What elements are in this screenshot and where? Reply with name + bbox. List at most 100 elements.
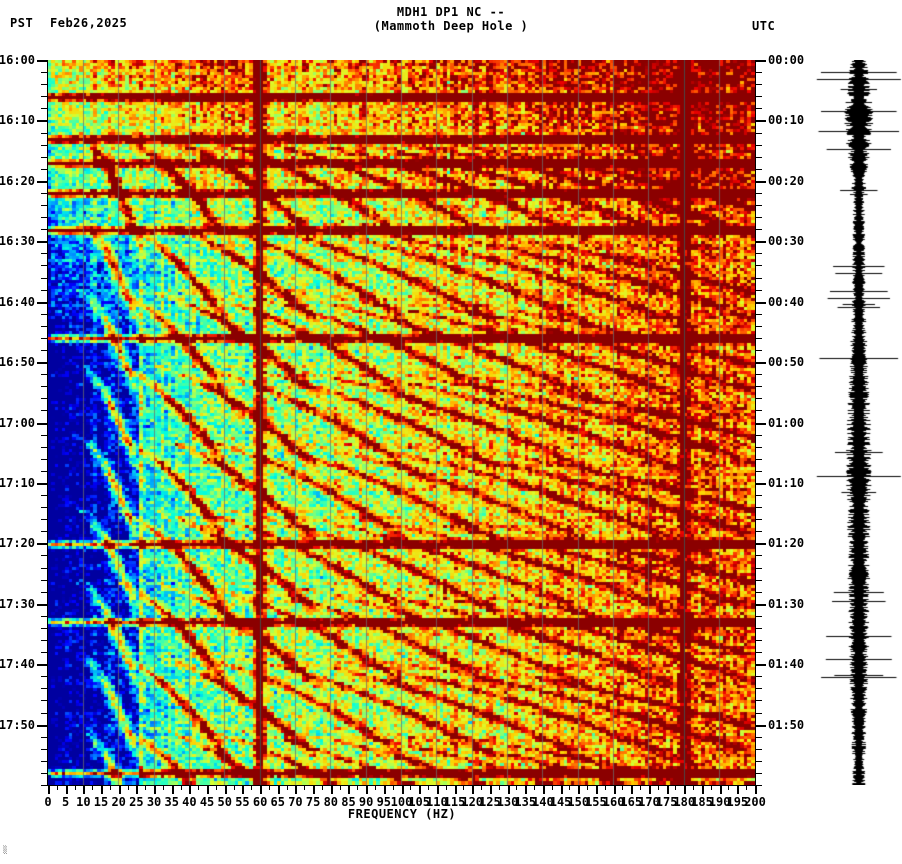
frequency-axis-tick <box>251 785 253 790</box>
right-time-axis-tick <box>755 313 762 315</box>
frequency-axis-label: 100 <box>390 795 413 809</box>
frequency-axis-tick <box>207 785 210 794</box>
frequency-axis-tick <box>684 785 687 794</box>
right-time-axis-tick <box>755 519 762 521</box>
frequency-axis-tick <box>534 785 536 790</box>
frequency-axis-tick <box>693 785 695 790</box>
right-time-axis-tick <box>755 108 762 110</box>
frequency-axis-tick <box>569 785 571 790</box>
frequency-axis-tick <box>48 785 50 794</box>
frequency-axis-tick <box>701 785 704 794</box>
frequency-axis-tick <box>746 785 748 790</box>
frequency-axis-tick <box>74 785 76 790</box>
frequency-axis-tick <box>392 785 394 790</box>
frequency-axis-title: FREQUENCY (HZ) <box>347 807 457 821</box>
right-time-axis-label: 01:40 <box>768 657 805 672</box>
right-time-axis-tick <box>755 60 766 62</box>
left-time-axis-tick <box>41 470 48 472</box>
right-time-axis-label: 00:30 <box>768 234 805 249</box>
frequency-axis-tick <box>92 785 94 790</box>
right-time-axis-tick <box>755 640 762 641</box>
right-time-axis-tick <box>755 482 766 485</box>
left-time-axis-tick <box>41 495 48 496</box>
frequency-axis-tick <box>330 785 333 794</box>
left-time-axis-tick <box>41 72 48 74</box>
left-time-axis-tick <box>37 482 48 485</box>
left-time-axis-label: 16:40 <box>0 294 35 309</box>
left-time-axis-tick <box>37 301 48 304</box>
frequency-axis-label: 35 <box>164 795 179 809</box>
right-time-axis-tick <box>755 434 762 436</box>
right-time-axis-tick <box>755 289 762 291</box>
right-time-axis-tick <box>755 120 766 123</box>
frequency-axis-tick <box>383 785 386 794</box>
right-time-axis-tick <box>755 700 762 702</box>
left-time-axis-tick <box>41 507 48 509</box>
frequency-axis-tick <box>410 785 412 790</box>
right-time-axis-tick <box>755 567 762 569</box>
right-time-axis-label: 01:20 <box>768 536 805 551</box>
left-time-axis-tick <box>41 84 48 86</box>
right-time-axis-label: 00:40 <box>768 294 805 309</box>
header-timezone-left: PST <box>10 16 34 30</box>
left-time-axis-tick <box>41 313 48 315</box>
right-time-axis-tick <box>755 724 766 727</box>
frequency-axis-tick <box>587 785 589 790</box>
frequency-axis-tick <box>145 785 147 790</box>
left-time-axis-tick <box>37 241 48 244</box>
left-time-axis-label: 17:50 <box>0 717 35 732</box>
frequency-axis-label: 5 <box>62 795 70 809</box>
left-time-axis-label: 17:10 <box>0 475 35 490</box>
frequency-axis-label: 120 <box>461 795 484 809</box>
left-time-axis-tick <box>41 265 48 267</box>
frequency-axis-tick <box>507 785 510 794</box>
right-time-axis-tick <box>755 144 762 146</box>
left-time-axis-tick <box>41 205 48 206</box>
frequency-axis-tick <box>65 785 68 794</box>
frequency-axis-tick <box>321 785 323 790</box>
right-time-axis-tick <box>755 398 762 400</box>
right-time-axis-tick <box>755 627 762 629</box>
frequency-axis-tick <box>604 785 606 790</box>
left-time-axis-tick <box>37 603 48 606</box>
frequency-axis-tick <box>436 785 439 794</box>
frequency-axis-tick <box>313 785 316 794</box>
frequency-axis-tick <box>277 785 280 794</box>
right-time-axis-tick <box>755 325 762 327</box>
right-time-axis-tick <box>755 531 762 533</box>
left-time-axis-tick <box>41 652 48 654</box>
right-time-axis-tick <box>755 712 762 714</box>
frequency-axis-tick <box>366 785 369 794</box>
frequency-axis-tick <box>578 785 581 794</box>
frequency-axis-tick <box>454 785 457 794</box>
frequency-axis-label: 195 <box>726 795 749 809</box>
frequency-axis-tick <box>268 785 270 790</box>
page-header: PST Feb26,2025 MDH1 DP1 NC -- (Mammoth D… <box>0 0 902 50</box>
spectrogram-plot[interactable] <box>48 60 755 785</box>
right-time-axis-tick <box>755 446 762 448</box>
right-time-axis-tick <box>755 229 762 231</box>
frequency-axis-label: 145 <box>549 795 572 809</box>
left-time-axis-tick <box>41 458 48 460</box>
left-time-axis-tick <box>41 96 48 98</box>
right-time-axis-tick <box>755 362 766 365</box>
right-time-axis-tick <box>755 265 762 267</box>
frequency-axis-tick <box>419 785 422 794</box>
frequency-axis-label: 80 <box>323 795 339 809</box>
frequency-axis-tick <box>640 785 642 790</box>
frequency-axis-label: 75 <box>305 795 321 809</box>
frequency-axis-label: 110 <box>426 795 448 809</box>
left-time-axis: 16:00 16:10 16:20 16:30 16:40 16:50 17:00 17:10… <box>0 53 48 786</box>
frequency-axis-label: 70 <box>288 795 303 809</box>
frequency-axis-tick <box>171 785 174 794</box>
frequency-axis-tick <box>162 785 164 790</box>
right-time-axis-tick <box>755 772 762 774</box>
right-time-axis-tick <box>755 748 762 750</box>
frequency-axis-tick <box>551 785 553 790</box>
frequency-axis-tick <box>560 785 563 794</box>
frequency-axis-label: 155 <box>585 795 607 809</box>
right-time-axis-tick <box>755 410 762 412</box>
frequency-axis-label: 180 <box>673 795 696 809</box>
left-time-axis-tick <box>37 724 48 727</box>
right-time-axis-tick <box>755 591 762 593</box>
